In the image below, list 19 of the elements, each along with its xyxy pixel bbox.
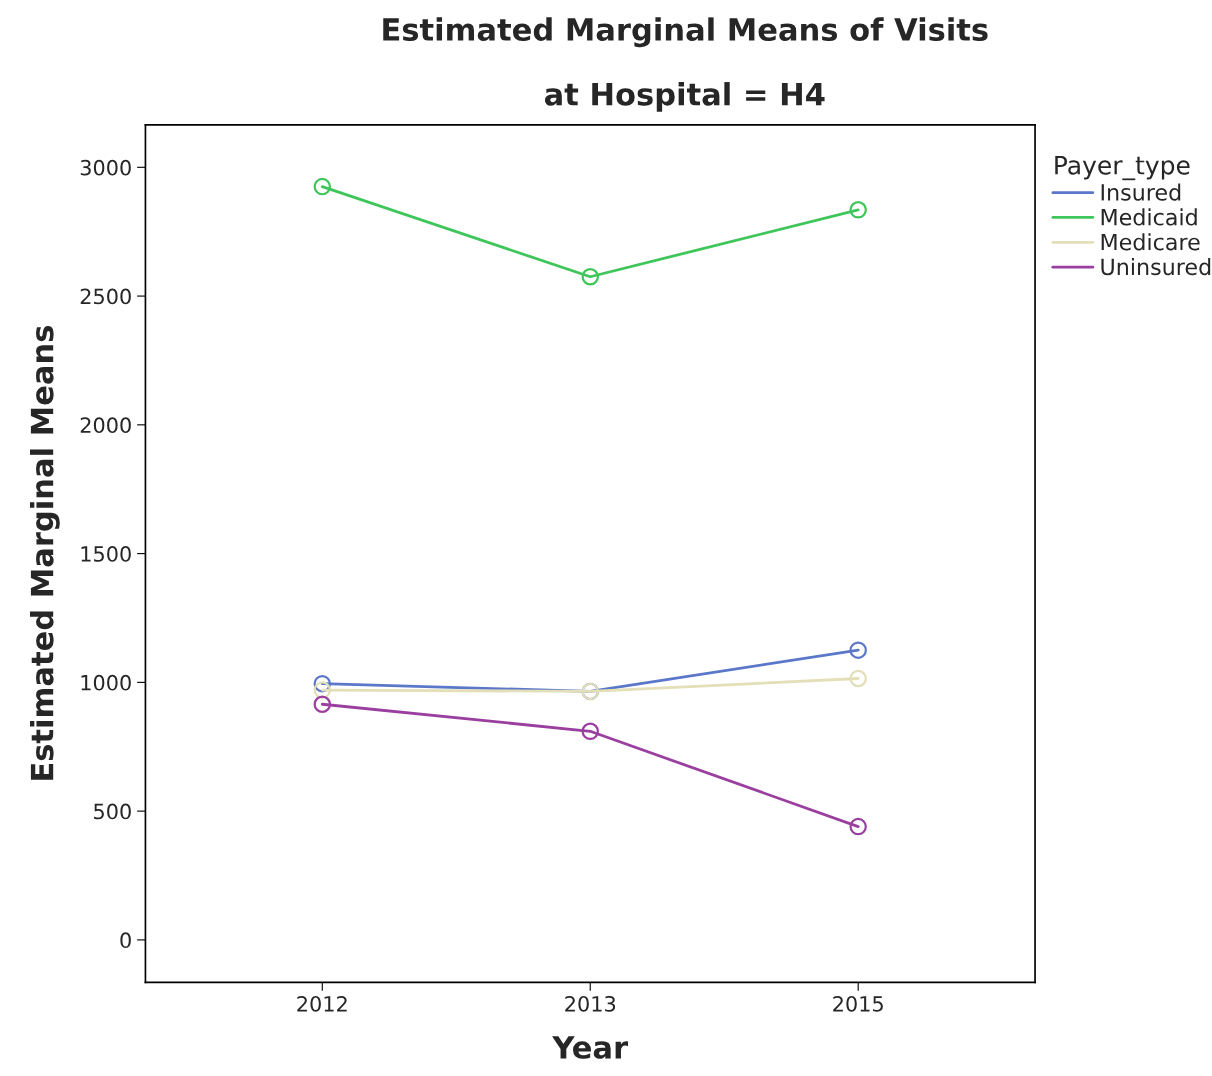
chart-subtitle: at Hospital = H4 (544, 82, 825, 112)
y-tick-label: 2000 (80, 417, 131, 434)
y-tick-label: 1000 (81, 674, 131, 691)
legend-label: Insured (1101, 183, 1181, 201)
legend-label: Uninsured (1101, 258, 1211, 276)
x-axis-title: Year (552, 1036, 629, 1059)
y-tick-label: 1500 (81, 546, 131, 562)
y-tick-label: 500 (94, 803, 131, 820)
y-axis-title: Estimated Marginal Means (29, 326, 60, 780)
y-tick-label: 3000 (80, 159, 131, 176)
legend-label: Medicaid (1101, 208, 1197, 226)
x-tick-label: 2015 (833, 995, 883, 1012)
y-tick-label: 2500 (80, 288, 131, 305)
y-tick-label: 0 (120, 932, 131, 949)
chart-title: Estimated Marginal Means of Visits (383, 17, 988, 48)
legend-title: Payer_type (1055, 156, 1190, 181)
x-tick-label: 2013 (565, 995, 616, 1012)
legend-label: Medicare (1101, 233, 1200, 251)
x-tick-label: 2012 (297, 995, 347, 1012)
